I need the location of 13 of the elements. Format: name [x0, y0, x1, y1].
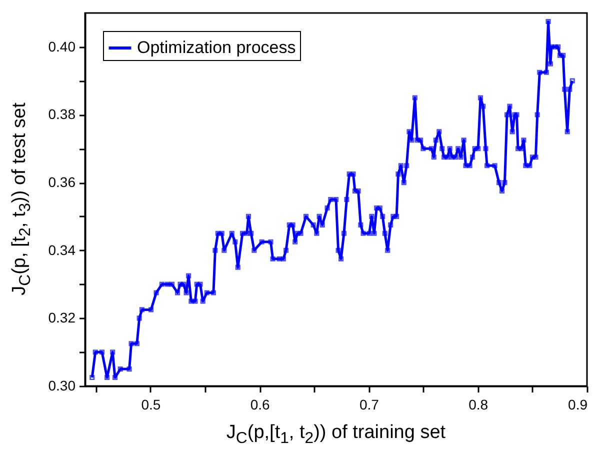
y-tick-label: 0.30 — [48, 378, 76, 394]
y-tick-label: 0.40 — [48, 38, 76, 54]
x-tick-label: 0.6 — [250, 396, 270, 412]
y-tick-label: 0.34 — [48, 242, 76, 258]
x-tick-label: 0.7 — [360, 396, 380, 412]
x-tick-label: 0.5 — [141, 396, 161, 412]
x-axis-title: J$_{C}$(p,[t$_{1}$, t$_{2}$)) of training set — [226, 422, 446, 448]
legend-label: Optimization process — [137, 38, 296, 57]
x-tick-label: 0.9 — [568, 396, 588, 412]
y-tick-label: 0.38 — [48, 106, 76, 122]
x-tick-label: 0.8 — [468, 396, 488, 412]
y-tick-label: 0.36 — [48, 174, 76, 190]
y-tick-label: 0.32 — [48, 310, 76, 326]
